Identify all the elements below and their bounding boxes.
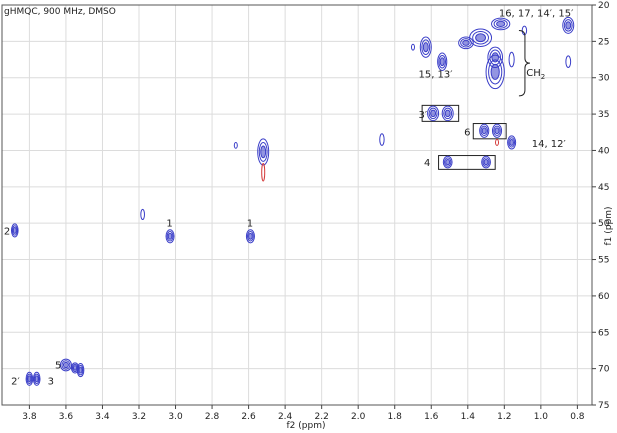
x-tick-label: 1.0	[534, 412, 549, 422]
peak-label: 5	[55, 360, 61, 371]
cross-peak	[233, 141, 238, 149]
y-axis-ticks: 20 25 30 35 40 45 50 55 60 65 70 75	[592, 1, 610, 411]
y-tick-label: 75	[598, 401, 609, 411]
y-axis-label: f1 (ppm)	[604, 207, 614, 246]
cross-peak	[562, 16, 575, 34]
cross-peak	[491, 123, 503, 138]
y-tick-label: 20	[598, 1, 610, 11]
y-tick-label: 70	[598, 365, 610, 375]
peak-label: 3′	[418, 110, 427, 121]
cross-peak	[165, 229, 175, 244]
y-tick-label: 65	[598, 328, 609, 338]
y-tick-label: 50	[598, 219, 610, 229]
x-tick-label: 3.2	[132, 412, 146, 422]
peak-label: 4	[424, 158, 430, 169]
plot-frame	[1, 4, 593, 406]
cross-peak	[442, 155, 453, 169]
y-tick-label: 55	[598, 256, 609, 266]
cross-peak	[485, 54, 505, 90]
cross-peak	[458, 36, 474, 50]
peak-label: 3	[48, 376, 54, 387]
cross-peak	[441, 105, 454, 122]
group-box	[472, 123, 507, 140]
cross-peak	[140, 208, 145, 221]
cross-peak	[479, 123, 490, 138]
cross-peak	[245, 229, 255, 244]
peak-label: 16, 17, 14′, 15′	[499, 8, 574, 19]
y-tick-label: 60	[598, 292, 610, 302]
x-tick-label: 2.0	[351, 412, 366, 422]
negative-peak	[495, 139, 500, 146]
x-tick-label: 1.2	[497, 412, 511, 422]
cross-peak	[32, 371, 41, 386]
ch2-brace	[518, 29, 530, 97]
x-tick-label: 3.4	[95, 412, 110, 422]
cross-peak	[565, 55, 572, 69]
cross-peak	[508, 51, 515, 68]
chart-title: gHMQC, 900 MHz, DMSO	[4, 7, 116, 17]
x-tick-label: 2.4	[278, 412, 293, 422]
y-tick-label: 40	[598, 146, 610, 156]
x-tick-label: 3.6	[59, 412, 74, 422]
y-tick-label: 45	[598, 183, 609, 193]
peak-annotations: 16, 17, 14′, 15′ CH2 15, 13′ 3′ 6 14, 12′ 4 2 1 1…	[4, 8, 574, 387]
x-tick-label: 2.2	[314, 412, 328, 422]
cross-peaks	[10, 16, 575, 386]
peak-label: 15, 13′	[418, 69, 453, 80]
x-tick-label: 1.8	[388, 412, 403, 422]
peak-label: 2	[4, 226, 10, 237]
x-tick-label: 0.8	[570, 412, 585, 422]
cross-peak	[76, 363, 85, 378]
x-axis-label: f2 (ppm)	[287, 421, 326, 431]
y-tick-label: 25	[598, 37, 609, 47]
cross-peak	[469, 28, 493, 47]
peak-label: 1	[247, 218, 253, 229]
cross-peak	[379, 133, 385, 146]
x-axis-ticks: 3.8 3.6 3.4 3.2 3.0 2.8 2.6 2.4 2.2 2.0 1.8 1.6 1.4 1…	[22, 405, 585, 422]
peak-label: 1	[166, 218, 172, 229]
cross-peak	[437, 52, 448, 71]
x-tick-label: 1.6	[424, 412, 439, 422]
cross-peak	[481, 155, 491, 169]
cross-peak	[410, 43, 415, 51]
peak-label: 2′	[11, 376, 20, 387]
x-tick-label: 2.8	[205, 412, 220, 422]
cross-peak	[419, 36, 432, 58]
negative-peak	[261, 163, 266, 182]
cross-peak	[491, 17, 511, 31]
y-tick-label: 35	[598, 110, 609, 120]
cross-peak	[257, 138, 270, 166]
group-box	[421, 104, 460, 122]
cross-peak	[427, 105, 440, 122]
peak-group-boxes	[421, 104, 507, 170]
grid-lines	[2, 4, 592, 406]
x-tick-label: 3.8	[22, 412, 37, 422]
cross-peak	[59, 358, 72, 372]
y-tick-label: 30	[598, 74, 610, 84]
x-tick-label: 2.6	[241, 412, 256, 422]
peak-label: 6	[464, 128, 470, 139]
cross-peak	[25, 371, 34, 386]
x-tick-label: 3.0	[168, 412, 183, 422]
group-box	[438, 155, 496, 170]
peak-label: 14, 12′	[532, 139, 567, 150]
cross-peak	[507, 135, 517, 150]
peak-label: CH2	[526, 68, 545, 81]
cross-peak	[10, 223, 19, 238]
x-tick-label: 1.4	[461, 412, 476, 422]
